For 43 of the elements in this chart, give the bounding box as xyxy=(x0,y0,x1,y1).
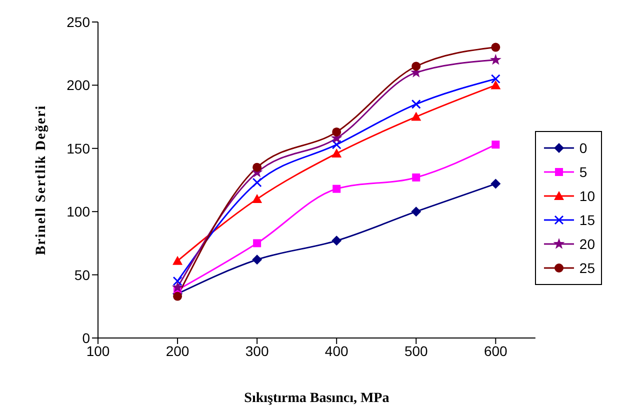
point xyxy=(172,256,183,265)
point xyxy=(332,127,342,136)
legend-label: 20 xyxy=(579,236,595,252)
point xyxy=(491,42,500,52)
point xyxy=(490,178,501,189)
legend-label: 0 xyxy=(579,140,588,156)
x-tick-label: 500 xyxy=(404,342,428,359)
legend-label: 10 xyxy=(579,188,595,204)
y-tick-label: 50 xyxy=(74,266,90,283)
point xyxy=(411,206,422,217)
point xyxy=(412,62,421,71)
legend-label: 25 xyxy=(579,260,595,276)
point xyxy=(411,99,421,109)
point xyxy=(490,74,500,84)
point xyxy=(173,292,182,301)
point xyxy=(252,254,262,265)
x-tick-label: 200 xyxy=(166,342,190,359)
y-axis-title: Brinell Sertlik Değeri xyxy=(34,104,49,256)
point xyxy=(332,184,341,193)
point xyxy=(332,140,342,150)
point xyxy=(492,140,500,149)
y-tick-label: 200 xyxy=(66,77,90,94)
y-tick-label: 100 xyxy=(66,204,90,220)
point xyxy=(412,173,420,182)
point xyxy=(490,54,502,65)
point xyxy=(172,281,184,292)
point xyxy=(332,236,342,246)
point xyxy=(253,239,262,248)
point xyxy=(252,162,262,172)
x-tick-label: 600 xyxy=(484,342,508,359)
point xyxy=(490,80,501,90)
y-tick-label: 250 xyxy=(66,14,90,30)
point xyxy=(252,178,262,188)
legend-label: 15 xyxy=(579,212,595,228)
x-axis-title: Sıkıştırma Basıncı, MPa xyxy=(244,391,390,406)
x-tick-label: 300 xyxy=(245,342,269,359)
x-tick-label: 400 xyxy=(324,342,348,359)
y-tick-label: 150 xyxy=(66,140,90,156)
point xyxy=(332,148,342,158)
legend-label: 5 xyxy=(579,164,588,180)
point xyxy=(252,194,262,203)
point xyxy=(411,112,422,121)
point xyxy=(172,276,182,286)
